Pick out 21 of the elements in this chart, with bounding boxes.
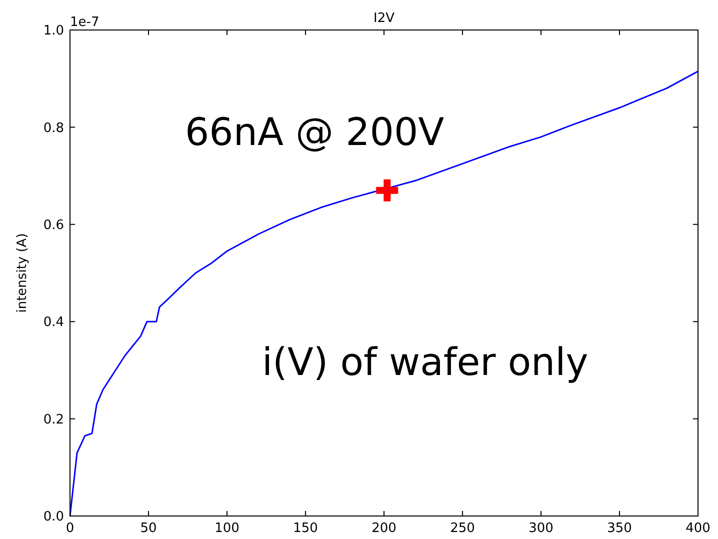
y-tick-label: 0.8	[43, 120, 64, 136]
x-tick-label: 300	[528, 521, 554, 536]
x-tick-label: 100	[214, 521, 240, 536]
line-series	[69, 70, 699, 517]
y-axis-title: intensity (A)	[15, 233, 30, 313]
x-tick-label: 350	[607, 521, 632, 536]
x-tick-label: 0	[66, 521, 74, 536]
y-tick-label: 0.0	[43, 510, 64, 525]
annotation: i(V) of wafer only	[262, 340, 588, 384]
y-tick-label: 0.2	[43, 412, 64, 428]
x-tick-label: 200	[372, 521, 396, 536]
x-tick-label: 50	[140, 521, 157, 536]
x-tick-label: 250	[450, 521, 475, 536]
y-tick-label: 1.0	[43, 24, 64, 39]
chart-title: I2V	[374, 11, 395, 26]
annotation: 1e-7	[70, 15, 100, 30]
annotation: 66nA @ 200V	[185, 110, 444, 154]
y-tick-label: 0.4	[43, 315, 64, 330]
x-tick-label: 150	[293, 521, 318, 536]
x-tick-label: 400	[686, 521, 710, 536]
y-tick-label: 0.6	[43, 218, 64, 233]
